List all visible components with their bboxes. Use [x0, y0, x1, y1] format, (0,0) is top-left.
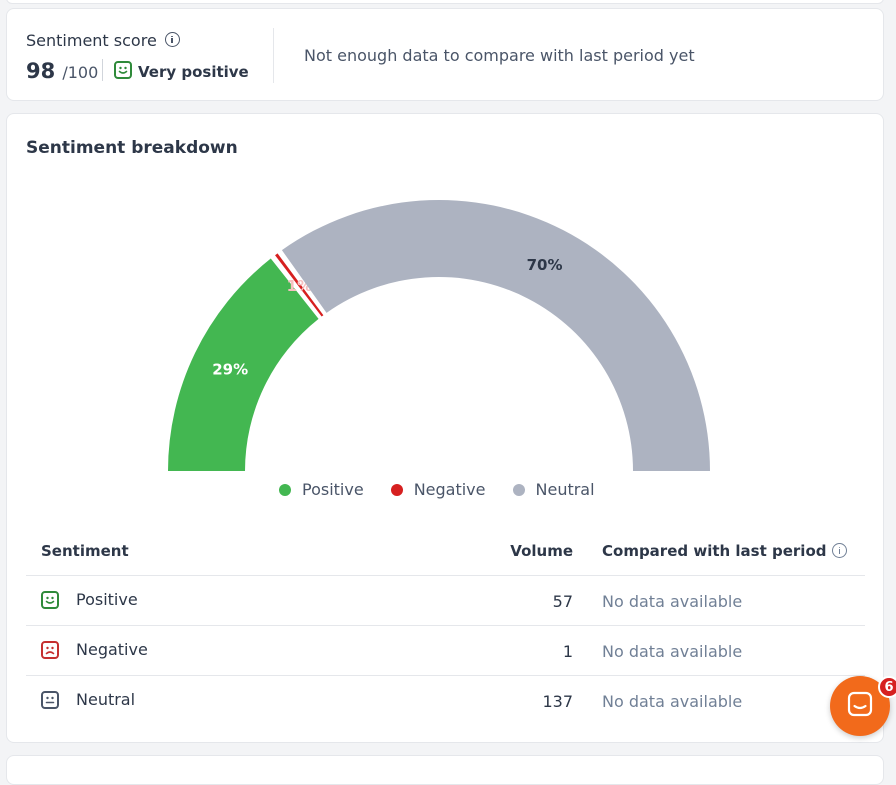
legend-label-neutral: Neutral [535, 480, 595, 499]
sentiment-gauge-chart: 29%1%70% [168, 200, 710, 471]
smile-face-icon [41, 591, 59, 613]
chart-legend: Positive Negative Neutral [279, 480, 622, 499]
row-compare: No data available [602, 592, 743, 611]
score-sentiment-badge: Very positive [114, 61, 249, 83]
next-card-edge [6, 755, 884, 785]
row-label: Negative [76, 640, 148, 659]
info-icon[interactable] [164, 32, 180, 47]
score-value: 98 /100 [26, 59, 98, 83]
score-divider [102, 59, 103, 81]
row-compare: No data available [602, 642, 743, 661]
neutral-face-icon [41, 691, 59, 713]
legend-dot-positive [279, 483, 291, 496]
table-row: Positive 57 No data available [26, 575, 865, 626]
row-compare: No data available [602, 692, 743, 711]
breakdown-title: Sentiment breakdown [26, 138, 238, 158]
info-icon[interactable] [832, 543, 847, 558]
legend-item-negative[interactable]: Negative [390, 480, 486, 499]
sentiment-score-card: Sentiment score 98 /100 Very positive No… [6, 8, 884, 101]
row-volume: 57 [552, 592, 573, 611]
legend-item-neutral[interactable]: Neutral [512, 480, 595, 499]
score-number: 98 [26, 59, 56, 83]
segment-positive[interactable] [168, 258, 319, 471]
legend-dot-negative [390, 483, 403, 496]
compare-info [832, 542, 847, 561]
row-label: Neutral [76, 690, 136, 709]
segment-neutral[interactable] [281, 200, 710, 471]
score-sentiment-label: Very positive [138, 63, 249, 81]
row-label: Positive [76, 590, 138, 609]
chat-icon [846, 690, 874, 722]
segment-negative[interactable] [275, 253, 324, 317]
column-header-volume: Volume [510, 542, 573, 560]
compare-text: Not enough data to compare with last per… [304, 46, 695, 65]
row-volume: 1 [562, 642, 573, 661]
smile-face-icon [114, 61, 132, 83]
legend-label-positive: Positive [302, 480, 364, 499]
chat-notification-badge: 6 [878, 676, 896, 698]
column-header-sentiment: Sentiment [41, 542, 129, 560]
previous-card-edge [6, 0, 884, 4]
sad-face-icon [41, 641, 59, 663]
sentiment-breakdown-card: Sentiment breakdown 29% 1% 70% Positive Ne… [6, 113, 884, 743]
legend-label-negative: Negative [413, 480, 486, 499]
data-label-positive: 29% [212, 361, 248, 379]
sentiment-score-title: Sentiment score [26, 31, 157, 50]
sentiment-score-heading: Sentiment score [26, 31, 180, 50]
legend-dot-neutral [512, 483, 525, 496]
score-max: /100 [62, 63, 99, 82]
legend-item-positive[interactable]: Positive [279, 480, 364, 499]
column-header-compare: Compared with last period [602, 542, 827, 560]
row-volume: 137 [542, 692, 573, 711]
table-row: Neutral 137 No data available [26, 675, 865, 726]
vertical-divider [273, 28, 274, 83]
data-label-neutral: 70% [527, 256, 563, 274]
table-row: Negative 1 No data available [26, 625, 865, 676]
